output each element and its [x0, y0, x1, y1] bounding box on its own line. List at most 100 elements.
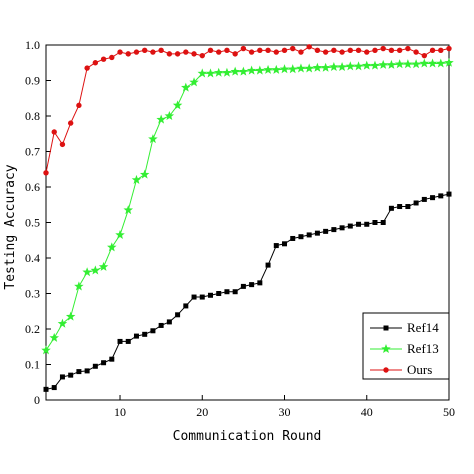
data-point-ref13 [320, 62, 331, 72]
data-point-ref14 [125, 338, 131, 344]
x-axis-title: Communication Round [173, 429, 322, 444]
data-point-ref13 [444, 57, 454, 67]
data-point-ref13 [131, 174, 142, 184]
data-point-ours [248, 49, 255, 55]
data-point-ref14 [298, 234, 304, 240]
data-point-ref13 [386, 59, 397, 69]
data-point-ref13 [337, 62, 347, 72]
data-point-ref14 [430, 195, 436, 201]
y-tick-label: 0.9 [25, 74, 40, 88]
data-point-ref13 [148, 134, 158, 144]
data-point-ref13 [82, 267, 92, 277]
data-point-ours [372, 47, 378, 54]
data-point-ref14 [364, 221, 370, 227]
data-point-ref14 [199, 294, 205, 300]
data-point-ref13 [98, 261, 109, 271]
data-point-ref13 [394, 59, 405, 69]
data-point-ours [199, 52, 205, 59]
data-point-ours [191, 51, 197, 57]
data-point-ref14 [68, 372, 74, 378]
data-point-ref13 [287, 64, 298, 74]
data-point-ref14 [339, 225, 345, 231]
series-ours [43, 44, 452, 176]
data-point-ref13 [238, 66, 249, 76]
data-point-ours [364, 49, 370, 55]
series-line-ref13 [45, 62, 450, 351]
data-point-ref14 [109, 356, 115, 362]
data-point-ref13 [107, 242, 117, 252]
data-point-ref14 [101, 360, 107, 366]
data-point-ref14 [92, 363, 98, 369]
data-point-ours [109, 54, 115, 61]
data-point-ref14 [356, 221, 362, 227]
data-point-ours [76, 102, 82, 109]
data-point-ours [446, 45, 452, 52]
x-tick-label: 20 [196, 405, 208, 419]
data-point-ref14 [183, 303, 189, 309]
data-point-ref13 [246, 65, 257, 75]
data-point-ref14 [372, 220, 378, 225]
data-point-ref13 [139, 169, 150, 179]
data-point-ref13 [49, 332, 59, 342]
data-point-ref13 [345, 61, 356, 71]
data-point-ref13 [427, 58, 438, 68]
y-tick-label: 1.0 [25, 38, 40, 52]
y-tick-label: 0.7 [25, 145, 40, 159]
data-point-ref14 [207, 292, 213, 298]
data-point-ours [281, 47, 288, 54]
data-point-ref14 [405, 204, 411, 210]
data-point-ours [322, 49, 329, 55]
x-axis-ticks: 10 20 30 40 50 [114, 395, 455, 419]
data-point-ref14 [158, 322, 164, 328]
data-point-ref14 [117, 338, 123, 344]
data-point-ref13 [74, 281, 84, 291]
data-point-ref13 [279, 64, 290, 74]
data-point-ref13 [222, 67, 232, 77]
data-point-ours [405, 45, 411, 52]
data-point-ref14 [232, 289, 238, 295]
data-point-ours [166, 51, 173, 57]
data-point-ours [355, 47, 362, 54]
y-tick-label: 0.6 [25, 180, 40, 194]
data-point-ref13 [312, 62, 323, 72]
data-point-ours [314, 47, 321, 54]
data-point-ours [273, 49, 279, 55]
data-point-ours [59, 141, 66, 148]
x-tick-label: 10 [114, 405, 126, 419]
data-point-ref13 [181, 82, 191, 92]
data-point-ours [84, 65, 90, 71]
data-point-ours [125, 51, 131, 57]
y-axis-ticks: 0 0.1 0.2 0.3 0.4 0.5 0.6 0.7 0.8 0.9 1.0 [25, 38, 51, 407]
data-point-ours [100, 56, 107, 62]
data-point-ref13 [205, 68, 216, 78]
data-point-ref13 [230, 66, 240, 76]
data-point-ref13 [403, 59, 413, 69]
data-point-ours [133, 49, 140, 55]
data-point-ref14 [224, 289, 230, 295]
data-point-ours [339, 49, 345, 55]
data-point-ref14 [347, 223, 353, 229]
data-point-ours [290, 45, 296, 52]
data-point-ref13 [263, 64, 273, 74]
data-point-ref13 [271, 64, 282, 74]
data-point-ref14 [240, 283, 246, 289]
data-point-ours [265, 47, 271, 54]
data-point-ours [174, 51, 181, 57]
data-point-ours [421, 52, 428, 59]
data-point-ref14 [133, 333, 139, 339]
data-point-ours [298, 49, 304, 55]
data-point-ref14 [249, 282, 255, 288]
data-point-ref13 [378, 59, 388, 69]
data-point-ref14 [413, 200, 419, 206]
data-point-ref13 [57, 318, 68, 328]
data-point-ref13 [90, 265, 101, 275]
series-line-ours [45, 46, 450, 173]
data-point-ref13 [123, 205, 133, 215]
data-point-ours [51, 129, 57, 135]
data-point-ref13 [411, 59, 421, 69]
data-point-ours [232, 51, 238, 57]
data-point-ref14 [446, 191, 452, 197]
data-point-ref14 [331, 227, 337, 233]
data-point-ours [150, 49, 156, 55]
